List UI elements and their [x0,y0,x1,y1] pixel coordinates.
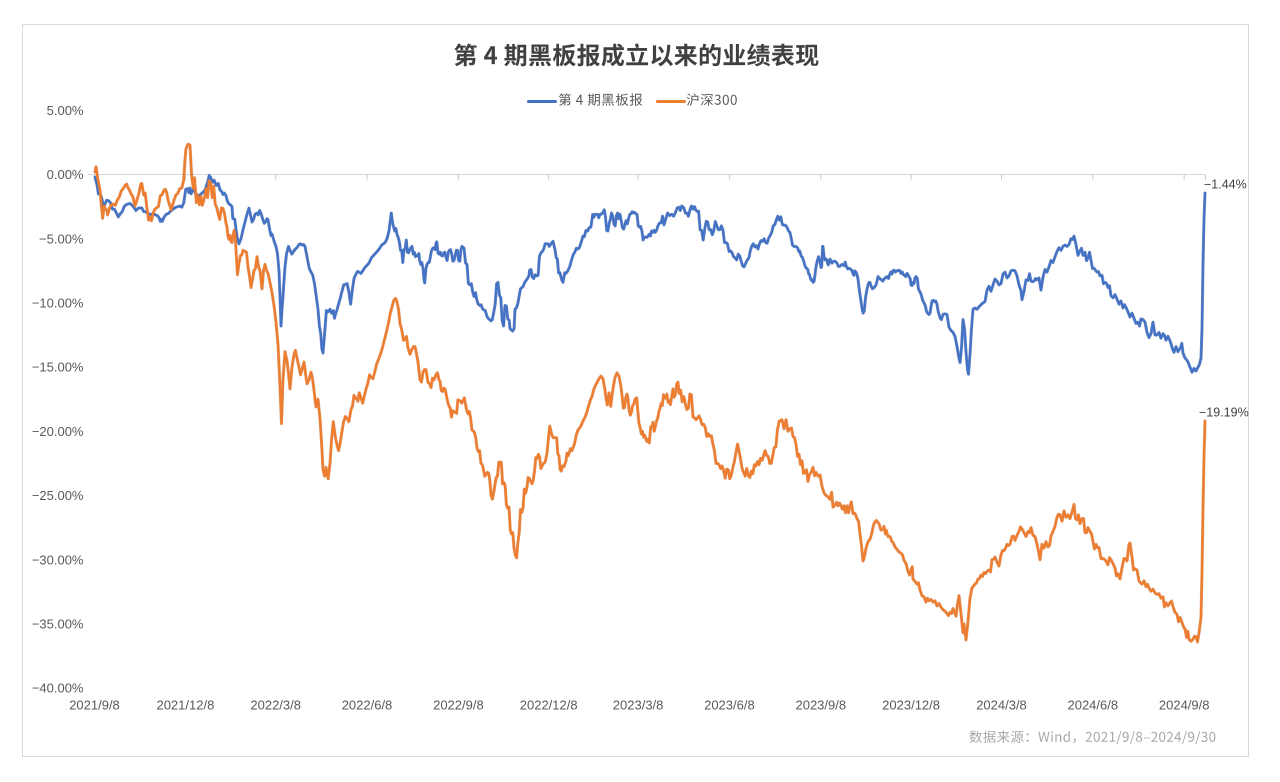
svg-text:2022/9/8: 2022/9/8 [433,698,484,713]
svg-text:2021/12/8: 2021/12/8 [156,698,214,713]
svg-text:2023/3/8: 2023/3/8 [613,698,664,713]
svg-text:5.00%: 5.00% [47,103,84,118]
svg-text:2022/6/8: 2022/6/8 [342,698,393,713]
svg-text:−15.00%: −15.00% [32,360,84,375]
svg-text:2021/9/8: 2021/9/8 [69,698,120,713]
svg-text:−25.00%: −25.00% [32,488,84,503]
svg-text:2024/9/8: 2024/9/8 [1159,698,1210,713]
svg-text:−5.00%: −5.00% [39,231,84,246]
svg-text:−1.44%: −1.44% [1204,178,1247,192]
svg-text:0.00%: 0.00% [47,167,84,182]
svg-text:−35.00%: −35.00% [32,617,84,632]
svg-text:2022/3/8: 2022/3/8 [250,698,301,713]
svg-text:2024/6/8: 2024/6/8 [1067,698,1118,713]
svg-text:2023/12/8: 2023/12/8 [882,698,940,713]
svg-text:−30.00%: −30.00% [32,552,84,567]
svg-text:−19.19%: −19.19% [1199,406,1249,420]
svg-text:2022/12/8: 2022/12/8 [520,698,578,713]
svg-text:2023/6/8: 2023/6/8 [704,698,755,713]
svg-text:−20.00%: −20.00% [32,424,84,439]
svg-text:2023/9/8: 2023/9/8 [795,698,846,713]
svg-text:−10.00%: −10.00% [32,296,84,311]
svg-text:−40.00%: −40.00% [32,681,84,696]
svg-text:2024/3/8: 2024/3/8 [976,698,1027,713]
